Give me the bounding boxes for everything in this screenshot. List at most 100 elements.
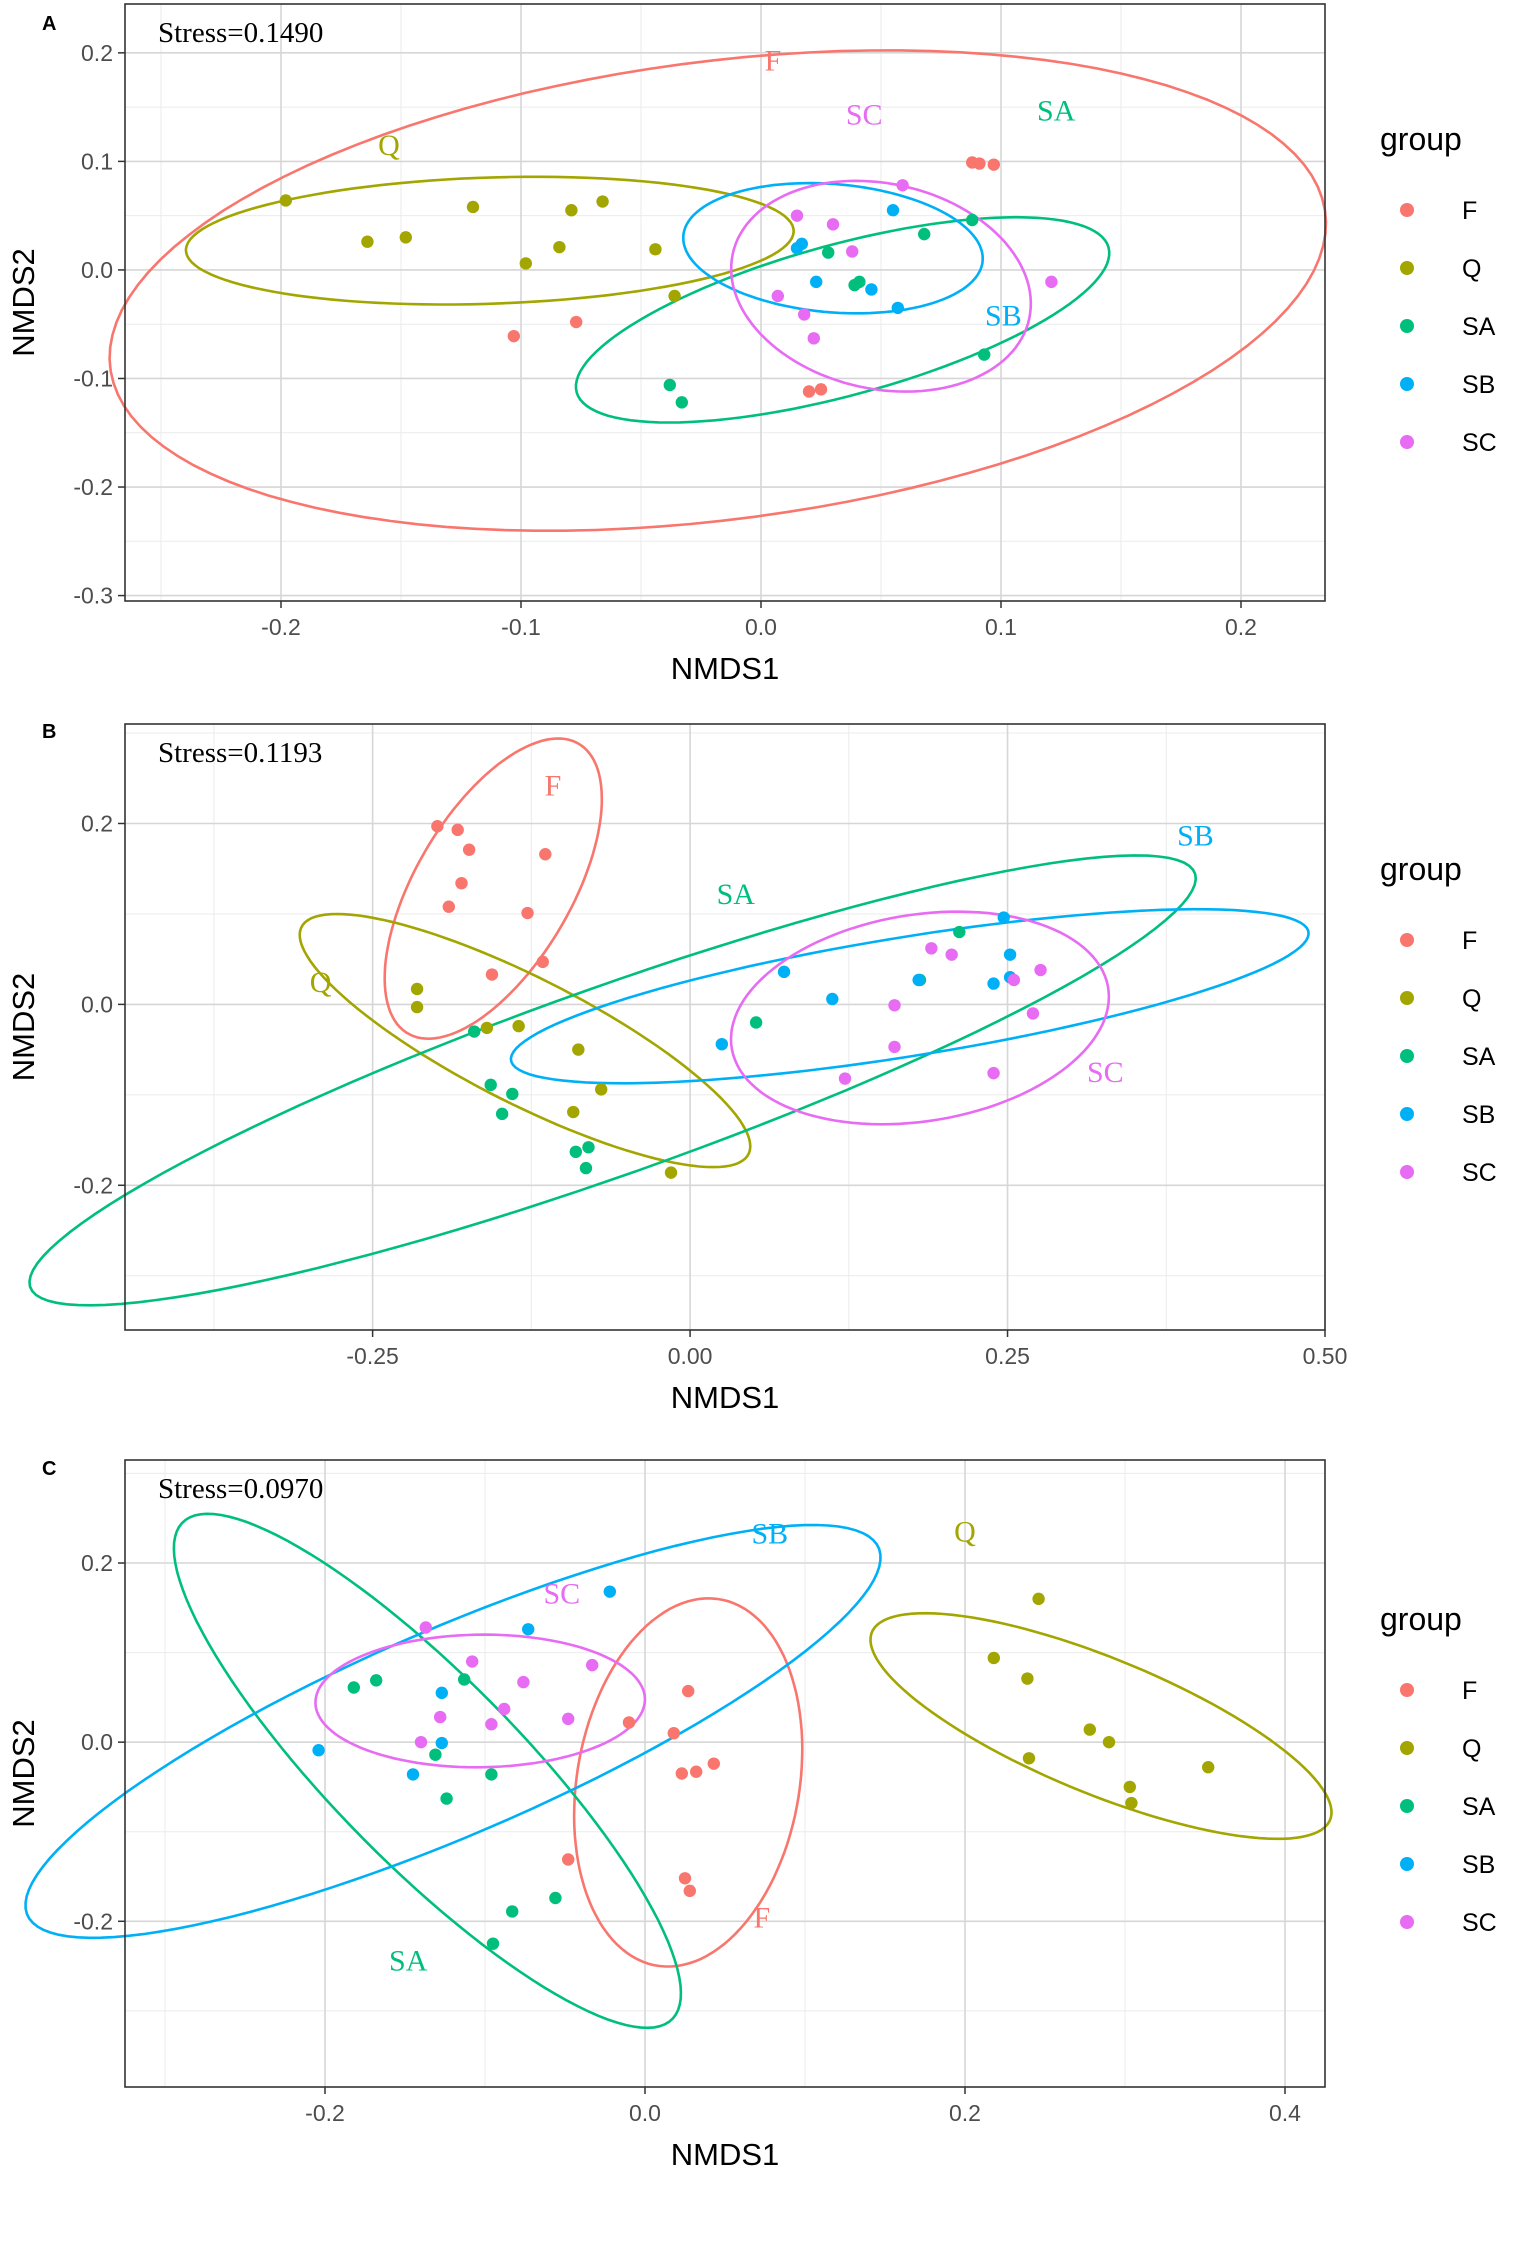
- point-sa: [440, 1792, 453, 1805]
- point-sb: [715, 1037, 729, 1051]
- point-q: [410, 982, 424, 996]
- series-sc: [771, 179, 1058, 345]
- point-sc: [790, 209, 804, 222]
- legend: group F Q SA SB SC: [1380, 121, 1497, 457]
- legend-title: group: [1380, 851, 1462, 887]
- legend-key-f: [1400, 933, 1414, 947]
- series-sb: [312, 1585, 616, 1781]
- ellipse-sc: [314, 1633, 647, 1769]
- point-sc: [1045, 275, 1058, 289]
- point-f: [690, 1765, 703, 1778]
- ellipse-label-sa: SA: [1037, 94, 1076, 127]
- point-f: [442, 900, 456, 913]
- point-q: [1021, 1672, 1034, 1685]
- x-tick-label: 0.0: [629, 2100, 661, 2126]
- legend-label-sa: SA: [1462, 313, 1496, 341]
- legend-label-f: F: [1462, 197, 1477, 225]
- y-tick-label: 0.1: [81, 148, 113, 174]
- point-q: [1202, 1761, 1215, 1774]
- ellipse-label-f: F: [753, 1902, 770, 1935]
- y-axis-title: NMDS2: [6, 973, 41, 1082]
- point-q: [399, 231, 412, 244]
- point-q: [410, 1000, 424, 1014]
- series-sc: [838, 942, 1047, 1085]
- point-sa: [663, 378, 676, 392]
- legend-label-sa: SA: [1462, 1043, 1496, 1071]
- point-sb: [522, 1623, 535, 1636]
- point-sb: [1003, 948, 1017, 961]
- point-sc: [888, 999, 901, 1012]
- point-sc: [888, 1040, 901, 1054]
- series-q: [987, 1592, 1215, 1810]
- point-sa: [675, 396, 688, 409]
- point-f: [521, 906, 534, 920]
- point-sa: [918, 227, 931, 241]
- point-q: [664, 1166, 678, 1179]
- point-sa: [486, 1937, 500, 1950]
- point-q: [594, 1083, 608, 1096]
- y-tick-label: 0.2: [81, 1550, 113, 1576]
- point-f: [539, 848, 552, 861]
- point-sc: [517, 1675, 530, 1689]
- point-f: [462, 843, 476, 856]
- point-q: [1125, 1796, 1138, 1810]
- x-tick-label: 0.50: [1303, 1343, 1348, 1369]
- series-q: [410, 982, 678, 1179]
- point-f: [987, 158, 1000, 171]
- point-f: [814, 383, 828, 396]
- point-q: [572, 1043, 585, 1056]
- ellipse-label-sa: SA: [717, 878, 756, 911]
- ellipse-label-sa: SA: [389, 1945, 428, 1978]
- legend-key-sa: [1400, 319, 1414, 333]
- series-sb: [790, 204, 904, 315]
- point-q: [553, 240, 566, 254]
- point-sc: [498, 1702, 511, 1716]
- point-f: [678, 1872, 692, 1885]
- point-sa: [484, 1078, 497, 1092]
- point-q: [567, 1105, 580, 1119]
- point-sa: [966, 213, 979, 227]
- legend-title: group: [1380, 121, 1462, 157]
- x-tick-label: 0.2: [1225, 614, 1257, 640]
- point-sa: [495, 1107, 509, 1121]
- y-tick-label: 0.0: [81, 257, 113, 283]
- ellipse-label-f: F: [545, 770, 562, 803]
- plot-background: [125, 724, 1325, 1330]
- point-f: [802, 385, 816, 398]
- x-axis-title: NMDS1: [671, 651, 780, 686]
- point-q: [361, 235, 374, 248]
- point-sa: [569, 1145, 582, 1159]
- point-q: [480, 1021, 494, 1035]
- ellipse-f: [383, 737, 604, 1041]
- legend-label-q: Q: [1462, 255, 1481, 283]
- point-sb: [891, 301, 904, 315]
- legend-label-q: Q: [1462, 1735, 1481, 1763]
- point-q: [987, 1651, 1000, 1665]
- point-sb: [603, 1585, 616, 1598]
- panel-letter: B: [42, 721, 56, 743]
- x-tick-label: -0.2: [305, 2100, 345, 2126]
- y-tick-label: -0.2: [73, 1908, 113, 1934]
- point-sb: [406, 1768, 420, 1781]
- y-tick-label: 0.0: [81, 991, 113, 1017]
- legend-label-f: F: [1462, 1677, 1477, 1705]
- point-sc: [807, 332, 820, 345]
- legend-key-sa: [1400, 1049, 1414, 1063]
- point-sc: [896, 179, 909, 192]
- point-sb: [886, 204, 900, 217]
- ellipse-label-sc: SC: [846, 99, 883, 132]
- point-sa: [429, 1748, 442, 1761]
- major-gridlines: [125, 4, 1325, 601]
- point-sc: [434, 1710, 447, 1724]
- y-tick-label: -0.3: [73, 583, 113, 609]
- point-sc: [798, 308, 811, 321]
- point-sc: [562, 1712, 575, 1726]
- plot-border: [124, 1459, 1326, 2088]
- legend-key-sb: [1400, 1107, 1414, 1121]
- point-sb: [312, 1744, 325, 1757]
- point-sb: [795, 237, 808, 251]
- ellipse-label-sb: SB: [1177, 819, 1214, 852]
- plot-border: [124, 723, 1326, 1331]
- series-q: [279, 194, 681, 303]
- y-tick-label: -0.2: [73, 1172, 113, 1198]
